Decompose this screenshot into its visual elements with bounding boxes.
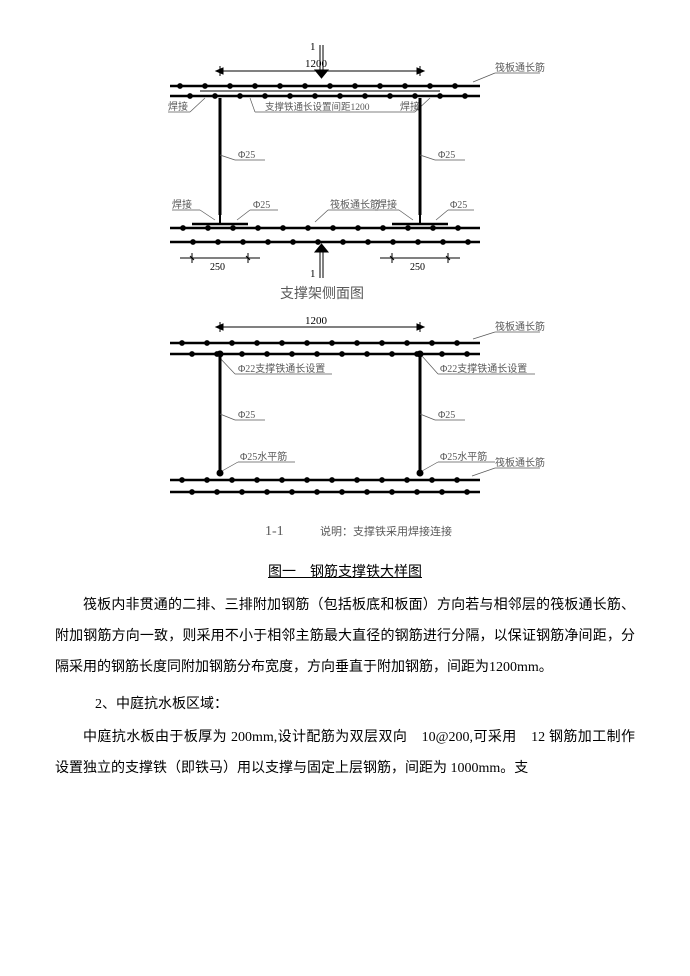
subsection-2: 2、中庭抗水板区域：: [95, 693, 635, 713]
bottom-col-right: Φ25: [450, 200, 467, 211]
d2-caption-num: 1-1: [265, 524, 284, 539]
weld-right: 焊接: [400, 100, 420, 113]
d2-top-rebar: [170, 341, 480, 357]
paragraph-1: 筏板内非贯通的二排、三排附加钢筋（包括板底和板面）方向若与相邻层的筏板通长筋、附…: [55, 591, 635, 683]
d2-top-dim-text: 1200: [305, 315, 328, 327]
section-marker-bottom: 1: [310, 244, 328, 280]
section-label-top: 1: [310, 41, 316, 53]
diagram1-caption: 支撑架侧面图: [280, 286, 364, 302]
d2-hbar-right: Φ25水平筋: [440, 450, 487, 463]
paragraph-2: 中庭抗水板由于板厚为 200mm,设计配筋为双层双向 10@200,可采用 12…: [55, 723, 635, 785]
d2-caption-note: 说明：支撑铁采用焊接连接: [320, 524, 452, 538]
col-right: Φ25: [438, 150, 455, 161]
foot-dim-r: 250: [410, 262, 425, 273]
diagram-1-support-frame-side: 1 1200 筏板通长筋 焊接 支撑铁通长设置间距1200: [55, 30, 635, 310]
bottom-weld-left: 焊接: [172, 198, 192, 211]
col-left: Φ25: [238, 150, 255, 161]
section-label-bottom: 1: [310, 268, 316, 280]
d2-bottom-right-label: 筏板通长筋: [495, 456, 545, 469]
figure-title: 图一 钢筋支撑铁大样图: [55, 561, 635, 581]
bottom-weld-right: 焊接: [377, 198, 397, 211]
d2-left-note: Φ22支撑铁通长设置: [238, 362, 325, 375]
bottom-mid-label: 筏板通长筋: [330, 198, 380, 211]
mid-note: 支撑铁通长设置间距1200: [265, 101, 370, 113]
top-right-label-text: 筏板通长筋: [495, 61, 545, 74]
d2-bottom-rebar: [170, 478, 480, 495]
bottom-col-left: Φ25: [253, 200, 270, 211]
d2-col-left: Φ25: [238, 410, 255, 421]
d2-top-right-label: 筏板通长筋: [495, 320, 545, 333]
d2-col-right: Φ25: [438, 410, 455, 421]
weld-left: 焊接: [168, 100, 188, 113]
d2-hbar-left: Φ25水平筋: [240, 450, 287, 463]
top-dim-text: 1200: [305, 58, 328, 70]
foot-dim-l: 250: [210, 262, 225, 273]
bottom-rebar-layer: [170, 226, 480, 245]
top-right-label: 筏板通长筋: [473, 61, 545, 82]
d2-top-dim: 1200: [216, 315, 424, 332]
diagram-2-section-1-1: 1200 筏板通长筋 Φ22支撑铁通长设置 Φ22支撑铁通长设置 Φ25 Φ: [55, 310, 635, 555]
d2-right-note: Φ22支撑铁通长设置: [440, 362, 527, 375]
